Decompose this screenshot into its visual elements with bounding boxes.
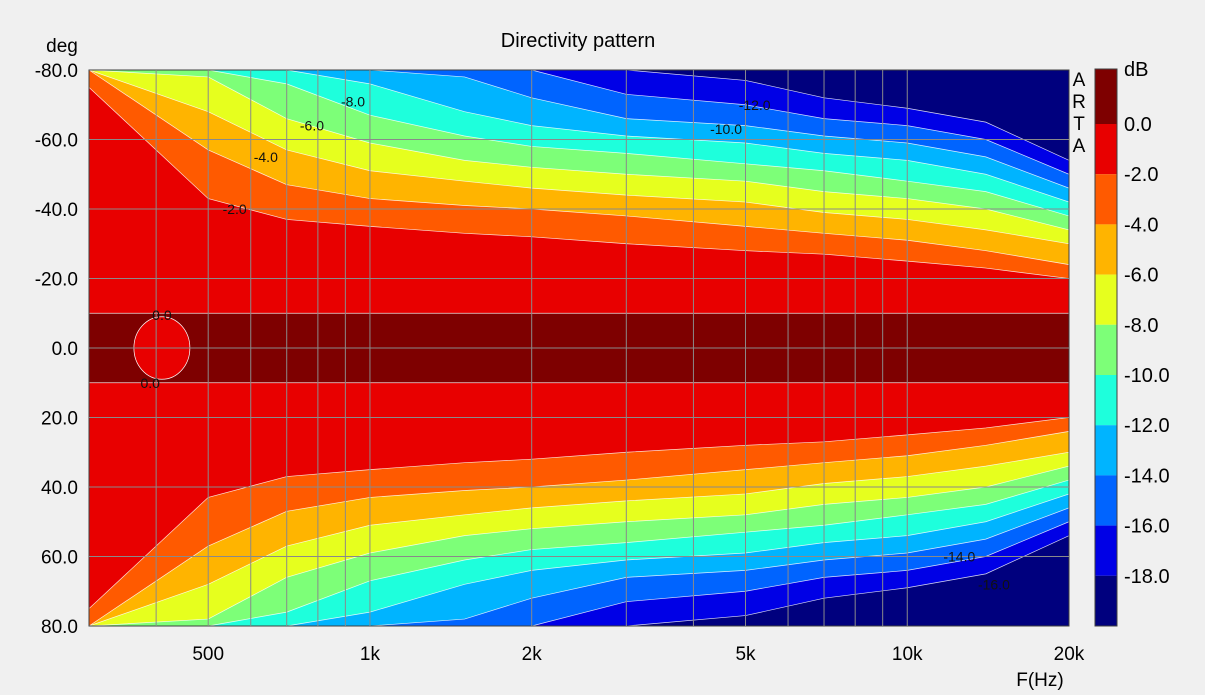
colorbar-swatch — [1095, 324, 1117, 375]
y-tick-label: -20.0 — [35, 270, 78, 291]
contour-label: -6.0 — [300, 118, 324, 134]
colorbar-level-label: -4.0 — [1124, 214, 1158, 236]
x-tick-label: 2k — [522, 644, 543, 665]
brand-letter: T — [1073, 114, 1085, 135]
colorbar-swatch — [1095, 224, 1117, 275]
y-tick-label: 40.0 — [41, 478, 78, 499]
colorbar-level-label: -18.0 — [1124, 566, 1170, 588]
x-tick-label: 20k — [1054, 644, 1085, 665]
contour-label: -16.0 — [978, 576, 1010, 592]
contour-label: -2.0 — [223, 201, 247, 217]
grid-lines — [89, 70, 1069, 626]
colorbar-level-label: 0.0 — [1124, 114, 1152, 136]
colorbar-swatch — [1095, 124, 1117, 175]
x-axis-ticks: 500 1k 2k 5k 10k 20k — [192, 644, 1084, 665]
contour-label: -14.0 — [943, 549, 975, 565]
y-tick-label: -60.0 — [35, 131, 78, 152]
y-tick-label: 80.0 — [41, 617, 78, 638]
y-tick-label: 60.0 — [41, 548, 78, 569]
x-tick-label: 10k — [892, 644, 923, 665]
colorbar-swatch — [1095, 425, 1117, 476]
colorbar-swatch — [1095, 475, 1117, 526]
y-tick-label: -40.0 — [35, 200, 78, 221]
brand-letter: A — [1073, 70, 1086, 91]
colorbar-level-label: -6.0 — [1124, 265, 1158, 287]
colorbar-level-label: -8.0 — [1124, 315, 1158, 337]
contour-label: 0.0 — [152, 307, 172, 323]
y-tick-label: -80.0 — [35, 61, 78, 82]
colorbar-unit-label: dB — [1124, 59, 1148, 81]
x-axis-label: F(Hz) — [1016, 670, 1063, 691]
colorbar-swatch — [1095, 174, 1117, 225]
y-axis-ticks: -80.0 -60.0 -40.0 -20.0 0.0 20.0 40.0 60.0 80.0 — [35, 61, 78, 638]
colorbar-swatch — [1095, 375, 1117, 426]
contour-labels: -8.0 -6.0 -4.0 -2.0 0.0 0.0 -12.0 -10.0 -14.0-16… — [140, 93, 1010, 592]
colorbar-level-label: -10.0 — [1124, 365, 1170, 387]
contour-label: -12.0 — [739, 97, 771, 113]
chart-title: Directivity pattern — [501, 30, 656, 52]
contour-label: -4.0 — [254, 149, 278, 165]
contour-label: -10.0 — [710, 121, 742, 137]
contour-label: 0.0 — [140, 375, 160, 391]
colorbar-swatch — [1095, 525, 1117, 576]
x-tick-label: 500 — [192, 644, 224, 665]
colorbar-level-label: -12.0 — [1124, 415, 1170, 437]
brand-letter: A — [1073, 136, 1086, 157]
x-tick-label: 5k — [735, 644, 756, 665]
colorbar-swatch — [1095, 575, 1117, 626]
y-axis-label: deg — [46, 36, 78, 57]
y-tick-label: 20.0 — [41, 409, 78, 430]
contour-label: -8.0 — [341, 93, 365, 109]
brand-letter: R — [1072, 92, 1086, 113]
colorbar-swatch — [1095, 69, 1117, 124]
colorbar: dB 0.0 -2.0 -4.0 -6.0 -8.0 -10.0 -12.0 -14.0 -16… — [1094, 59, 1170, 627]
colorbar-level-label: -16.0 — [1124, 516, 1170, 538]
y-tick-label: 0.0 — [52, 339, 78, 360]
colorbar-swatch — [1095, 274, 1117, 325]
colorbar-level-label: -2.0 — [1124, 164, 1158, 186]
x-tick-label: 1k — [360, 644, 381, 665]
colorbar-frame — [1094, 68, 1118, 627]
colorbar-level-label: -14.0 — [1124, 465, 1170, 487]
